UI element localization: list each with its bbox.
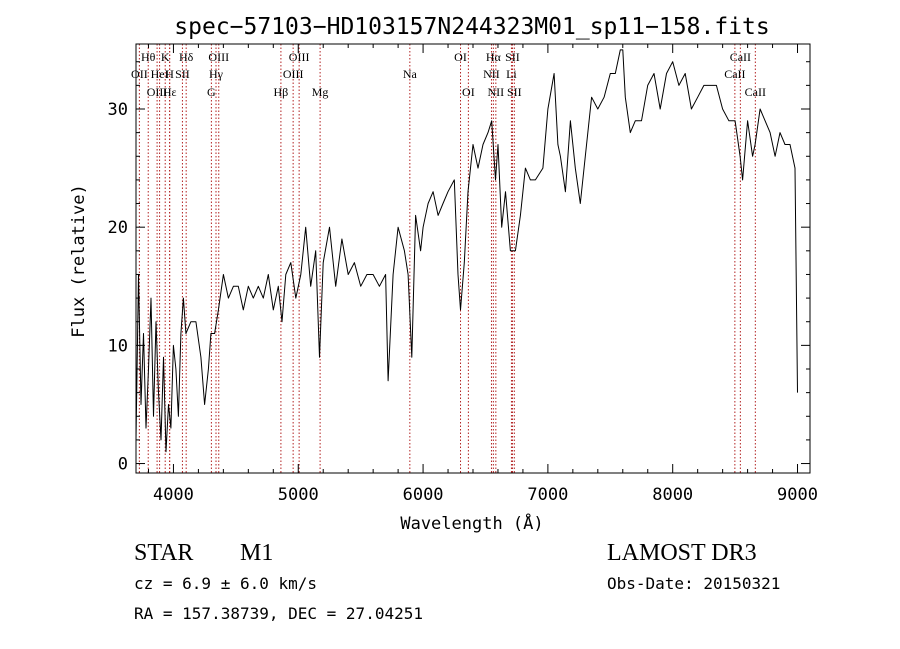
line-label-OIII: OIII [147, 85, 168, 99]
line-label-Hβ: Hβ [274, 85, 289, 99]
line-label-OI: OI [462, 85, 475, 99]
line-label-NII: NII [488, 85, 505, 99]
x-tick-label: 7000 [527, 485, 568, 505]
spectrum-series [135, 49, 798, 453]
line-label-G: G [207, 85, 216, 99]
line-label-CaII: CaII [730, 50, 751, 64]
ra-dec-coordinates: RA = 157.38739, DEC = 27.04251 [134, 604, 423, 623]
y-axis-label: Flux (relative) [69, 184, 89, 338]
y-tick-label: 30 [108, 100, 128, 120]
line-label-CaII: CaII [724, 67, 745, 81]
line-label-K: K [161, 50, 170, 64]
line-label-SII: SII [507, 85, 522, 99]
line-label-Mg: Mg [312, 85, 329, 99]
line-label-OI: OI [454, 50, 467, 64]
y-tick-label: 10 [108, 336, 128, 356]
spectrum-line-0 [135, 49, 798, 453]
x-tick-label: 6000 [403, 485, 444, 505]
line-label-OII: OII [131, 67, 148, 81]
line-label-SII: SII [505, 50, 520, 64]
x-tick-label: 5000 [278, 485, 319, 505]
x-tick-label: 9000 [777, 485, 818, 505]
line-label-Hγ: Hγ [209, 67, 224, 81]
chart-title: spec−57103−HD103157N244323M01_sp11−158.f… [174, 14, 769, 40]
y-tick-label: 0 [118, 455, 128, 475]
line-label-OIII: OIII [283, 67, 304, 81]
line-label-CaII: CaII [745, 85, 766, 99]
x-tick-label: 4000 [153, 485, 194, 505]
line-label-Na: Na [403, 67, 418, 81]
y-tick-label: 20 [108, 218, 128, 238]
observation-date: Obs-Date: 20150321 [607, 574, 781, 593]
redshift-cz: cz = 6.9 ± 6.0 km/s [134, 574, 318, 593]
axis-ticks: 4000 5000 6000 7000 8000 9000 0 10 20 30 [108, 44, 818, 505]
survey-name: LAMOST DR3 [607, 540, 757, 566]
line-label-OIII: OIII [289, 50, 310, 64]
line-label-NII: NII [483, 67, 500, 81]
x-axis-label: Wavelength (Å) [400, 512, 543, 534]
line-label-Li: Li [506, 67, 517, 81]
object-subclass: M1 [240, 540, 274, 566]
x-tick-label: 8000 [652, 485, 693, 505]
line-label-Hα: Hα [486, 50, 502, 64]
line-label-HeI: HeI [151, 67, 169, 81]
line-label-H: H [165, 67, 174, 81]
line-label-SII: SII [175, 67, 190, 81]
spectral-line-markers [138, 44, 756, 473]
plot-frame [135, 43, 811, 474]
object-class: STAR [134, 540, 194, 566]
line-label-OIII: OIII [208, 50, 229, 64]
line-label-Hδ: Hδ [179, 50, 194, 64]
line-label-Hε: Hε [163, 85, 177, 99]
line-label-Hθ: Hθ [141, 50, 156, 64]
